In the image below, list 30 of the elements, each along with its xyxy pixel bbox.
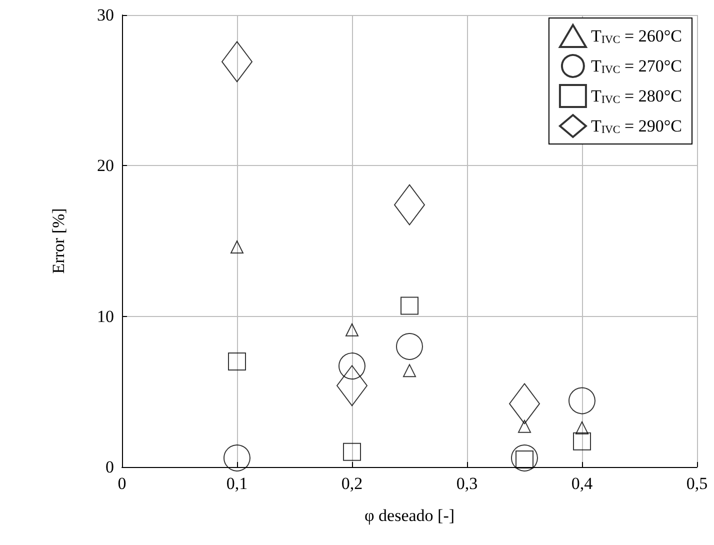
x-tick-label: 0,5 bbox=[686, 474, 708, 493]
y-tick-label: 30 bbox=[97, 6, 114, 24]
point bbox=[343, 442, 361, 461]
x-tick-label: 0,1 bbox=[226, 474, 248, 493]
point bbox=[518, 420, 531, 433]
point bbox=[394, 184, 425, 226]
point bbox=[346, 323, 358, 336]
y-tick-label: 0 bbox=[106, 458, 114, 476]
point bbox=[576, 421, 588, 434]
x-tick-label: 0 bbox=[118, 474, 126, 493]
point bbox=[509, 383, 540, 424]
x-tick-label: 0,3 bbox=[456, 474, 478, 493]
point bbox=[403, 364, 416, 378]
y-tick-label: 10 bbox=[97, 306, 114, 326]
point bbox=[400, 296, 418, 315]
point bbox=[338, 352, 366, 380]
point bbox=[396, 332, 423, 360]
point bbox=[511, 444, 538, 472]
point bbox=[222, 41, 252, 82]
point bbox=[228, 352, 246, 371]
x-tick-label: 0,4 bbox=[571, 474, 594, 493]
point bbox=[230, 240, 244, 254]
point bbox=[568, 387, 596, 414]
x-tick-label: 0,2 bbox=[341, 474, 363, 493]
y-tick-label: 20 bbox=[97, 156, 114, 176]
point bbox=[336, 365, 368, 406]
y-axis-title: Error [%] bbox=[49, 208, 68, 274]
point bbox=[224, 444, 250, 472]
x-axis-title: φ deseado [-] bbox=[364, 506, 455, 525]
point bbox=[573, 432, 591, 450]
